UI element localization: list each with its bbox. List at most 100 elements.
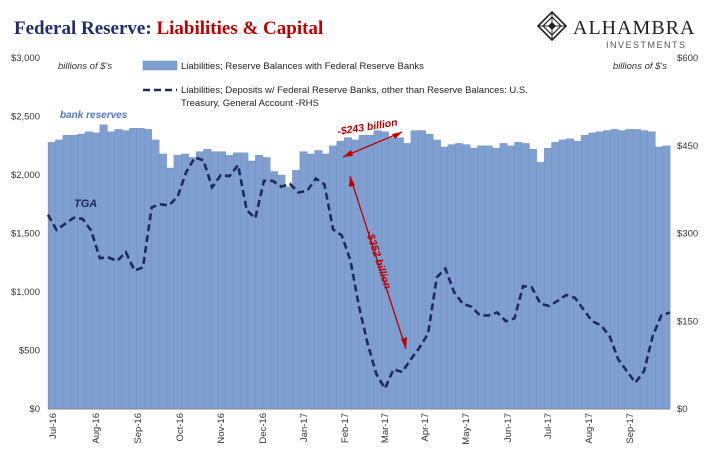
reserve-bar: [306, 153, 315, 410]
legend-bar-swatch: [142, 60, 178, 71]
reserve-bar: [158, 153, 167, 410]
reserve-bar: [462, 144, 471, 410]
reserve-bar: [455, 143, 464, 410]
reserve-bar: [647, 131, 656, 410]
left-axis-tick-label: $2,000: [11, 170, 40, 181]
reserve-bar: [292, 170, 301, 410]
reserve-bar: [551, 142, 560, 410]
reserve-bar: [62, 135, 71, 410]
reserve-bar: [506, 145, 515, 410]
legend-item-reserves: Liabilities; Reserve Balances with Feder…: [181, 61, 424, 72]
legend: Liabilities; Reserve Balances with Feder…: [142, 60, 528, 109]
reserve-bar: [247, 160, 256, 410]
x-axis-tick-label: Jul-16: [48, 413, 59, 439]
reserve-bar: [514, 142, 523, 410]
title-part-1: Federal Reserve:: [14, 18, 156, 39]
reserve-bar: [166, 167, 175, 410]
reserve-bar: [492, 147, 501, 410]
x-axis-tick-label: Jun-17: [503, 413, 514, 442]
reserve-bar: [55, 139, 64, 410]
reserve-bar: [47, 142, 56, 410]
arrow-head-bottom-icon: [401, 337, 407, 349]
title-part-2: Liabilities & Capital: [156, 18, 323, 39]
reserve-bar: [469, 147, 478, 410]
arrow-head-left-icon: [343, 150, 353, 157]
right-axis-label: billions of $'s: [613, 61, 667, 72]
reserve-bar: [580, 135, 589, 410]
left-axis-tick-label: $500: [19, 346, 40, 357]
reserve-bar: [588, 132, 597, 410]
x-axis-tick-label: Aug-16: [91, 413, 102, 444]
reserve-bar: [84, 131, 93, 410]
tga-change-arrow: [349, 175, 407, 350]
reserve-bar: [543, 147, 552, 410]
reserve-bar: [395, 137, 404, 410]
reserve-bar: [603, 130, 612, 410]
x-axis-tick-label: Nov-16: [216, 413, 227, 444]
annotation-tga: TGA: [74, 198, 97, 210]
reserve-bar: [144, 129, 153, 410]
reserve-bar: [499, 143, 508, 410]
reserve-bar: [425, 133, 434, 410]
reserve-bar: [232, 152, 241, 410]
reserve-bar: [410, 130, 419, 410]
legend-item-tga-line-1: Liabilities; Deposits w/ Federal Reserve…: [181, 85, 528, 96]
reserve-bar: [314, 150, 323, 410]
logo-sub: INVESTMENTS: [606, 40, 687, 50]
reserve-bar: [403, 143, 412, 410]
reserve-bar: [477, 145, 486, 410]
reserve-bar: [662, 145, 671, 410]
legend-item-tga: Liabilities; Deposits w/ Federal Reserve…: [181, 85, 528, 109]
reserve-bar: [277, 174, 286, 410]
reserve-bar: [610, 129, 619, 410]
chart-title: Federal Reserve: Liabilities & Capital: [14, 18, 323, 39]
right-axis-tick-label: $300: [677, 229, 698, 240]
left-axis-tick-label: $1,500: [11, 229, 40, 240]
x-axis-tick-label: Sep-16: [133, 413, 144, 444]
reserve-bar: [484, 145, 493, 410]
logo-emblem-icon: [536, 10, 568, 42]
reserve-bar: [366, 135, 375, 410]
x-axis-tick-label: Feb-17: [340, 413, 351, 443]
reserve-bars: [47, 124, 671, 410]
logo-name: ALHAMBRA: [573, 17, 695, 39]
left-axis-tick-label: $0: [29, 404, 40, 415]
arrow-head-top-icon: [349, 176, 355, 187]
reserve-bar: [447, 144, 456, 410]
reserve-bar: [336, 140, 345, 410]
reserve-bar: [188, 157, 197, 410]
x-axis-tick-label: Sep-17: [625, 413, 636, 444]
reserve-bar: [218, 151, 227, 410]
reserve-bar: [269, 171, 278, 410]
reserve-bar: [121, 130, 130, 410]
x-axis-tick-label: Apr-17: [420, 413, 431, 442]
right-axis: $0 $150 $300 $450 $600: [677, 53, 698, 415]
reserve-bar: [225, 154, 234, 410]
reserve-bar: [418, 130, 427, 410]
tga-series-line: [46, 155, 671, 392]
reserve-bar: [195, 151, 204, 410]
legend-item-tga-line-2: Treasury, General Account -RHS: [181, 98, 319, 109]
reserve-bar: [358, 135, 367, 410]
reserve-bar: [521, 143, 530, 410]
reserve-bar: [92, 132, 101, 410]
reserves-change-arrow: [342, 131, 403, 158]
reserve-bar: [573, 140, 582, 410]
reserve-bar: [595, 131, 604, 410]
reserve-bar: [566, 138, 575, 410]
reserve-bar: [536, 161, 545, 410]
reserve-bar: [558, 139, 567, 410]
left-axis-tick-label: $1,000: [11, 287, 40, 298]
reserve-bar: [107, 131, 116, 410]
left-axis-label: billions of $'s: [58, 61, 112, 72]
logo: ALHAMBRA INVESTMENTS: [536, 10, 695, 50]
reserve-bar: [203, 149, 212, 410]
reserve-bar: [210, 151, 219, 410]
reserve-bar: [625, 129, 634, 410]
reserve-bar: [632, 129, 641, 410]
reserve-bar: [99, 124, 108, 410]
reserve-bar: [151, 139, 160, 410]
x-axis-tick-label: Jul-17: [543, 413, 554, 439]
